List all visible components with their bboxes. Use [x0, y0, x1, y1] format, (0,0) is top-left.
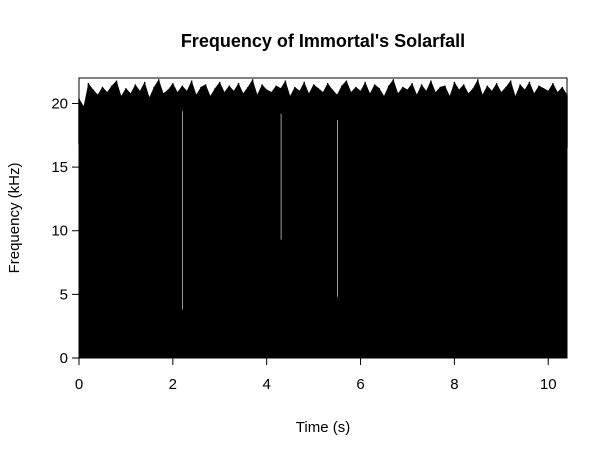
axes-layer: 0 2 4 6 8 10 0 5 10 15 20 [51, 77, 568, 393]
y-axis-label: Frequency (kHz) [6, 163, 23, 274]
y-tick-label: 15 [51, 159, 68, 176]
x-tick-label: 0 [75, 376, 83, 393]
series-0-area [79, 79, 567, 359]
plot-frame [78, 77, 568, 359]
x-tick-label: 2 [169, 376, 177, 393]
series-layer [78, 79, 568, 359]
chart-title: Frequency of Immortal's Solarfall [181, 31, 465, 51]
x-tick-label: 8 [450, 376, 458, 393]
x-axis-label: Time (s) [296, 419, 350, 436]
y-tick-label: 20 [51, 95, 68, 112]
x-tick-label: 10 [540, 376, 557, 393]
y-tick-label: 5 [60, 286, 68, 303]
y-tick-label: 0 [60, 350, 68, 367]
x-tick-label: 6 [356, 376, 364, 393]
y-tick-label: 10 [51, 223, 68, 240]
x-tick-label: 4 [263, 376, 271, 393]
